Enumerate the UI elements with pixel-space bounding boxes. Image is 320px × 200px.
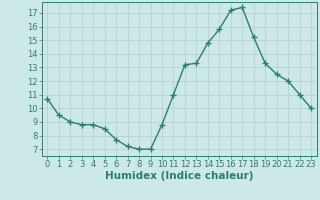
X-axis label: Humidex (Indice chaleur): Humidex (Indice chaleur) xyxy=(105,171,253,181)
